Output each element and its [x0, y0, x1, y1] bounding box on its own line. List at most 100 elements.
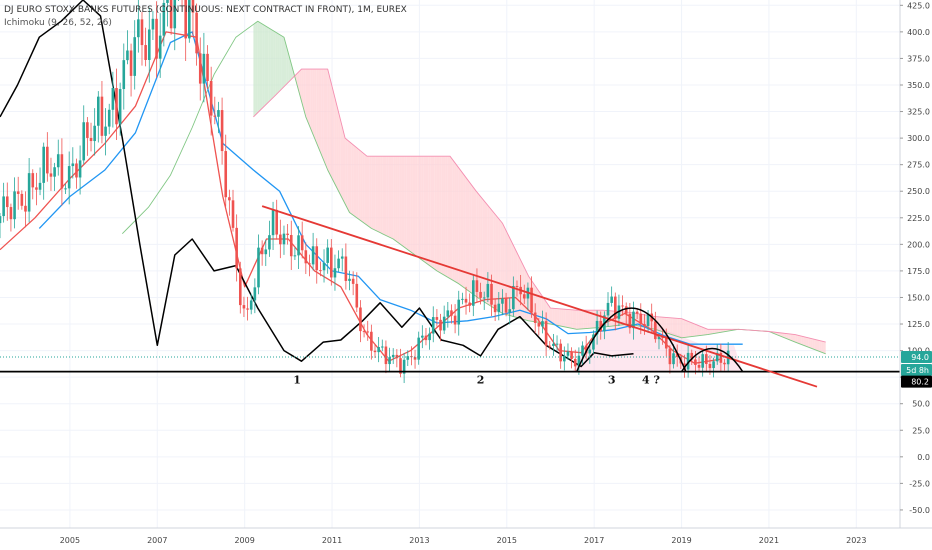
y-tick-label: -25.0: [909, 479, 930, 488]
candle-body: [140, 19, 144, 46]
candle: [326, 239, 329, 274]
candle: [202, 32, 206, 103]
candle-body: [450, 310, 453, 316]
y-tick-label: 300.0: [907, 134, 930, 143]
cloud-segment: [406, 156, 409, 251]
cloud-segment: [508, 236, 512, 316]
candle-body: [217, 110, 220, 117]
cloud-segment: [286, 45, 289, 85]
candle-body: [657, 337, 661, 340]
cloud-segment: [303, 69, 306, 117]
cloud-segment: [388, 156, 392, 238]
candle: [177, 0, 179, 2]
candle: [64, 183, 67, 194]
candle-body: [388, 357, 391, 365]
candle: [635, 307, 639, 319]
candle-body: [330, 247, 333, 278]
cloud-segment: [803, 336, 807, 347]
cloud-segment: [425, 156, 429, 265]
cloud-segment: [559, 308, 562, 327]
candle-body: [482, 297, 486, 299]
cloud-segment: [792, 334, 796, 343]
candle-body: [592, 334, 595, 350]
candle: [340, 248, 344, 272]
cloud-segment: [589, 310, 592, 329]
candle: [100, 80, 104, 144]
candle: [260, 240, 264, 266]
candle: [144, 27, 147, 67]
candle: [421, 325, 424, 349]
candle: [439, 313, 442, 342]
candle-body: [13, 191, 16, 220]
candle-body: [173, 0, 177, 29]
cloud-segment: [316, 69, 319, 149]
cloud-segment: [550, 308, 553, 325]
candle-body: [27, 173, 31, 212]
candle-body: [56, 154, 60, 168]
candle: [475, 268, 479, 303]
cloud-segment: [321, 69, 324, 160]
candle-body: [246, 308, 249, 310]
candle: [249, 293, 253, 315]
cloud-segment: [670, 317, 673, 336]
candle-body: [264, 249, 268, 255]
candle-body: [333, 268, 337, 278]
candle-body: [399, 358, 402, 374]
candle-body: [115, 88, 118, 125]
candle-body: [515, 285, 519, 287]
candle-body: [293, 255, 297, 257]
cloud-segment: [517, 254, 520, 319]
candle-body: [701, 354, 704, 368]
cloud-segment: [812, 338, 815, 350]
candle-body: [639, 313, 643, 324]
candle: [370, 324, 373, 360]
cloud-segment: [325, 69, 328, 170]
candle-body: [563, 355, 566, 362]
candle: [450, 304, 453, 324]
candle-body: [155, 18, 158, 59]
candle-body: [555, 343, 559, 345]
candle: [624, 302, 628, 325]
candle: [672, 344, 675, 369]
candle-body: [209, 80, 213, 116]
candle-body: [672, 353, 675, 365]
candle: [464, 286, 468, 315]
candle: [133, 20, 137, 90]
candle-body: [275, 209, 278, 235]
candle-body: [359, 307, 362, 332]
candle: [508, 297, 512, 325]
candle-body: [24, 205, 27, 212]
candle-body: [490, 283, 493, 305]
candle: [118, 82, 122, 136]
candle: [253, 278, 257, 314]
candle: [242, 296, 246, 318]
cloud-segment: [718, 329, 721, 333]
cloud-segment: [377, 156, 381, 233]
cloud-segment: [570, 309, 573, 329]
price-tag-text: 94.0: [911, 353, 929, 362]
cloud-segment: [382, 156, 385, 235]
candle: [53, 162, 56, 191]
cloud-segment: [351, 143, 354, 216]
candle: [719, 343, 723, 373]
candle-body: [202, 53, 206, 84]
candle: [42, 142, 45, 200]
candle: [577, 347, 581, 375]
candle: [431, 306, 435, 343]
candle-body: [126, 50, 129, 61]
candle-body: [468, 302, 471, 306]
candle: [220, 97, 224, 165]
cloud-segment: [277, 33, 280, 94]
candle-body: [311, 246, 315, 265]
cloud-segment: [622, 311, 625, 325]
cloud-segment: [423, 156, 426, 263]
candle-body: [573, 358, 577, 367]
candle: [191, 0, 195, 36]
cloud-segment: [685, 320, 689, 338]
candle: [282, 225, 286, 255]
candle-body: [49, 173, 53, 177]
cloud-segment: [816, 339, 820, 352]
cloud-segment: [273, 30, 276, 98]
candle-body: [370, 331, 373, 351]
